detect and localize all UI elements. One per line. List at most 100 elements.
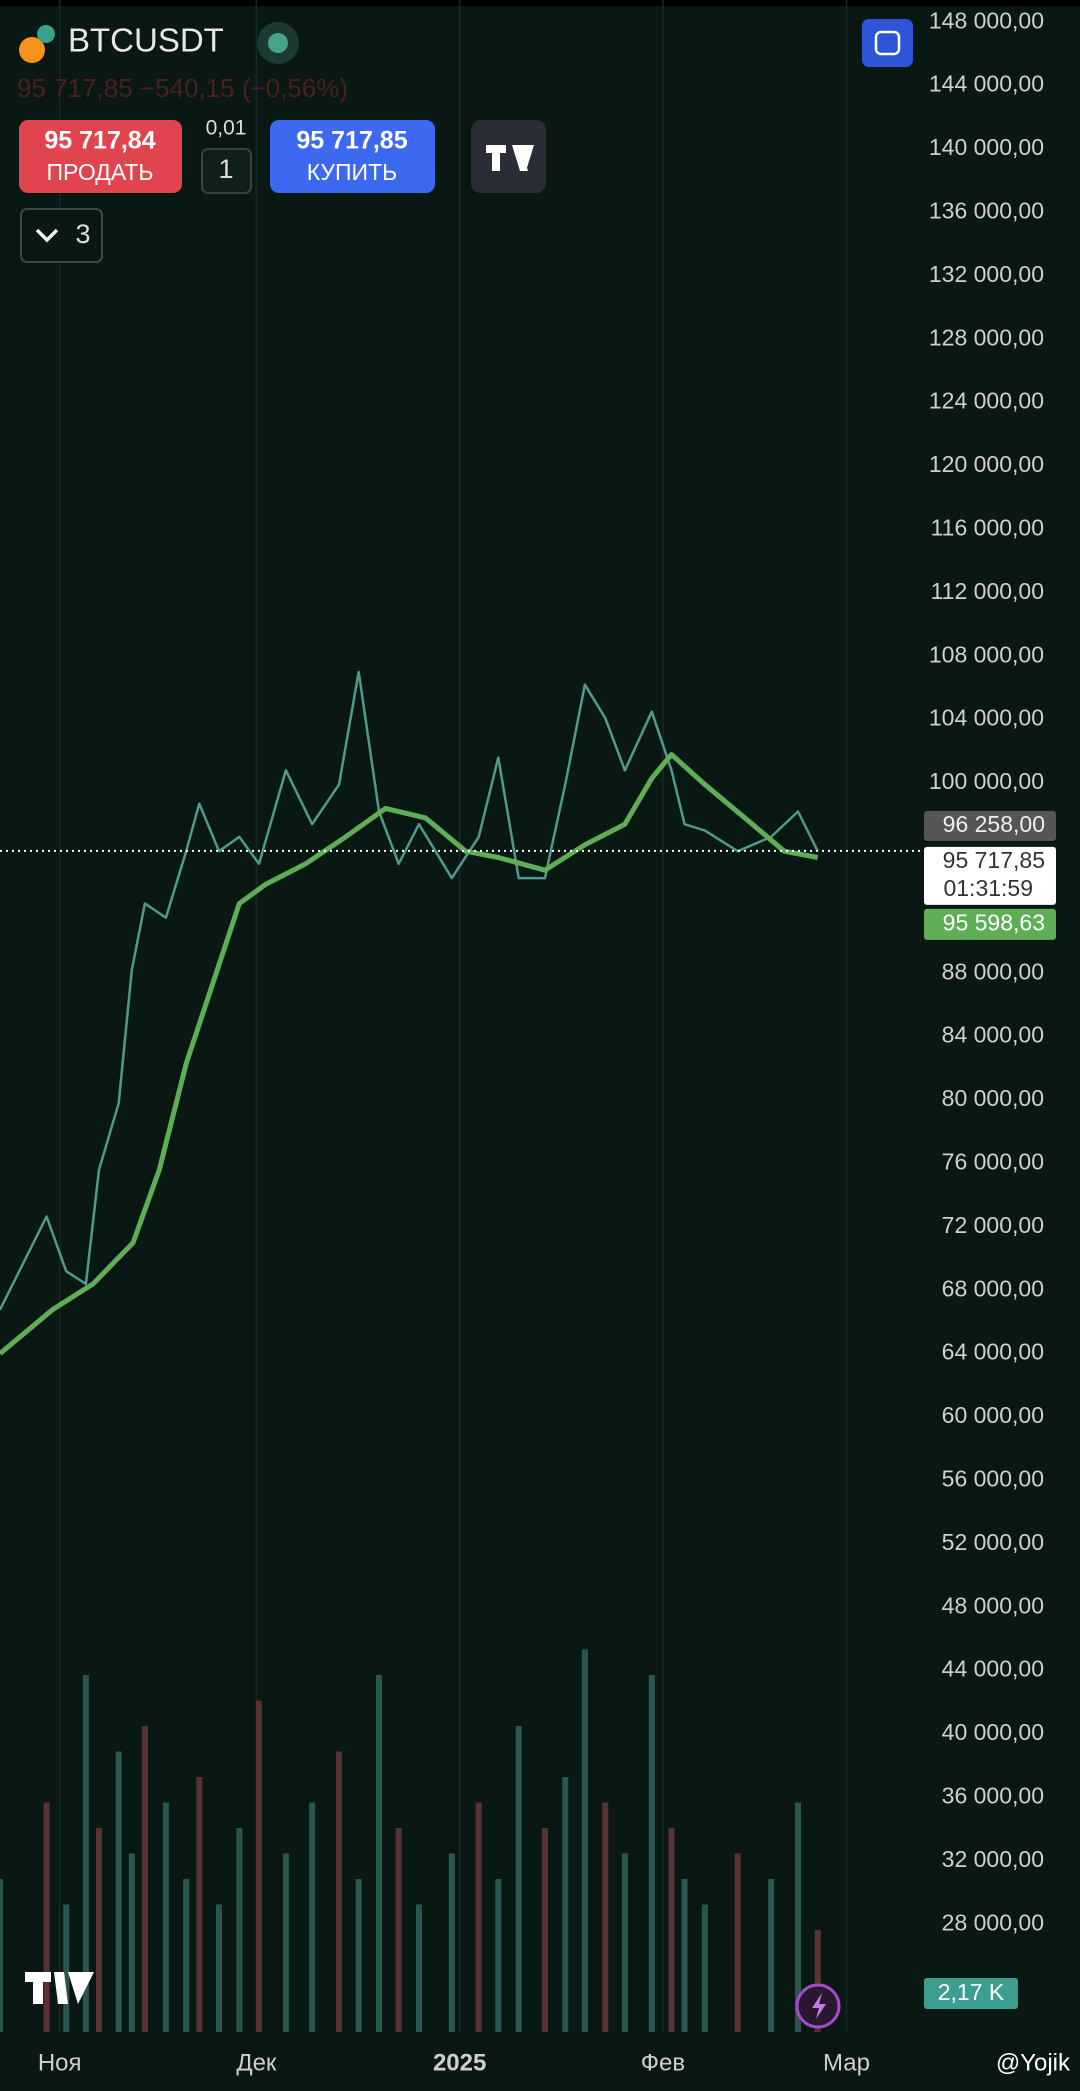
- buy-label: КУПИТЬ: [307, 159, 397, 185]
- volume-bar: [541, 1828, 548, 2032]
- volume-bar: [562, 1777, 569, 2032]
- volume-bar: [336, 1751, 343, 2032]
- y-tick-label: 124 000,00: [929, 388, 1044, 414]
- y-tick-label: 56 000,00: [942, 1465, 1044, 1491]
- countdown: 01:31:59: [943, 875, 1033, 901]
- volume-bar: [814, 1930, 821, 2032]
- y-tick-label: 144 000,00: [929, 71, 1044, 97]
- qty-step: 0,01: [206, 117, 247, 140]
- y-tick-label: 140 000,00: [929, 134, 1044, 160]
- y-tick-label: 72 000,00: [942, 1212, 1044, 1238]
- y-tick-label: 120 000,00: [929, 451, 1044, 477]
- volume-bar: [82, 1675, 89, 2032]
- volume-bar: [309, 1802, 316, 2032]
- watermark: @Yojik: [996, 2049, 1071, 2076]
- x-tick-label: Фев: [641, 2049, 685, 2076]
- y-tick-label: 28 000,00: [942, 1909, 1044, 1935]
- volume-bar: [648, 1675, 655, 2032]
- volume-bar: [0, 1879, 3, 2032]
- volume-bar: [668, 1828, 675, 2032]
- volume-bar: [141, 1726, 148, 2032]
- y-tick-label: 116 000,00: [931, 514, 1044, 540]
- y-tick-label: 80 000,00: [942, 1085, 1044, 1111]
- volume-bar: [768, 1879, 775, 2032]
- lightning-icon: [812, 1993, 826, 2019]
- buy-button[interactable]: [270, 120, 435, 193]
- y-tick-label: 104 000,00: [929, 705, 1044, 731]
- volume-bar: [183, 1879, 190, 2032]
- status-strip: [0, 0, 1080, 6]
- y-tick-label: 108 000,00: [929, 641, 1044, 667]
- moving-average: [0, 752, 819, 1356]
- y-tick-label: 64 000,00: [942, 1339, 1044, 1365]
- volume-label: 2,17 K: [938, 1979, 1005, 2005]
- y-tick-label: 52 000,00: [942, 1529, 1044, 1555]
- tv-button[interactable]: [471, 120, 546, 193]
- volume-bar: [701, 1904, 708, 2032]
- y-tick-label: 60 000,00: [942, 1402, 1044, 1428]
- volume-bar: [475, 1802, 482, 2032]
- fullscreen-button[interactable]: [862, 19, 913, 67]
- chevron: [35, 228, 59, 243]
- volume-bar: [376, 1675, 383, 2032]
- volume-bar: [602, 1802, 609, 2032]
- volume-bar: [196, 1777, 203, 2032]
- price-label: 95 598,63: [943, 909, 1045, 935]
- volume-bar: [355, 1879, 362, 2032]
- indicators-count: 3: [75, 219, 90, 249]
- volume-bar: [416, 1904, 423, 2032]
- buy-price: 95 717,85: [296, 127, 407, 155]
- y-tick-label: 136 000,00: [929, 197, 1044, 223]
- volume-bar: [681, 1879, 688, 2032]
- volume-label-box: [924, 1978, 1018, 2009]
- coin-icon: [19, 37, 45, 63]
- volume-bar: [495, 1879, 502, 2032]
- symbol: BTCUSDT: [68, 22, 224, 59]
- indicators-toggle[interactable]: [20, 208, 103, 263]
- y-tick-label: 132 000,00: [929, 261, 1044, 287]
- quote-line: 95 717,85 −540,15 (−0,56%): [17, 73, 348, 103]
- y-tick-label: 40 000,00: [942, 1719, 1044, 1745]
- volume-bar: [581, 1649, 588, 2032]
- qty-box[interactable]: [201, 148, 252, 194]
- x-tick-label: Дек: [236, 2049, 277, 2076]
- volume-bar: [282, 1853, 289, 2032]
- price-label-box: [924, 908, 1056, 940]
- exchange-icon: [37, 25, 55, 43]
- header: BTCUSDT 95 717,85 −540,15 (−0,56%) 95 71…: [17, 19, 913, 263]
- volume-bar: [216, 1904, 223, 2032]
- y-tick-label: 44 000,00: [942, 1656, 1044, 1682]
- volume-bar: [734, 1853, 741, 2032]
- qty: 1: [218, 154, 233, 184]
- y-tick-label: 148 000,00: [929, 7, 1044, 33]
- price-label-box: [924, 846, 1056, 905]
- tv-logo: [486, 145, 534, 171]
- price-label: 96 258,00: [943, 811, 1045, 837]
- y-tick-label: 88 000,00: [942, 958, 1044, 984]
- y-tick-label: 36 000,00: [942, 1782, 1044, 1808]
- y-tick-label: 48 000,00: [942, 1592, 1044, 1618]
- y-tick-label: 100 000,00: [929, 768, 1044, 794]
- footer-icons: [25, 1972, 841, 2029]
- status-dot: [268, 33, 288, 53]
- y-tick-label: 68 000,00: [942, 1275, 1044, 1301]
- sell-label: ПРОДАТЬ: [46, 159, 153, 185]
- volume-bar: [115, 1751, 122, 2032]
- volume-bar: [128, 1853, 135, 2032]
- volume-bar: [448, 1853, 455, 2032]
- y-tick-label: 32 000,00: [942, 1846, 1044, 1872]
- volume-bar: [395, 1828, 402, 2032]
- volume-bar: [96, 1828, 103, 2032]
- volume-bar: [256, 1700, 263, 2032]
- price-label: 95 717,85: [943, 847, 1045, 873]
- volume-bar: [63, 1904, 70, 2032]
- price-label-box: [924, 810, 1056, 841]
- sell-button[interactable]: [19, 120, 182, 193]
- x-tick-label: 2025: [433, 2049, 486, 2076]
- volume-bar: [236, 1828, 243, 2032]
- y-tick-label: 84 000,00: [942, 1022, 1044, 1048]
